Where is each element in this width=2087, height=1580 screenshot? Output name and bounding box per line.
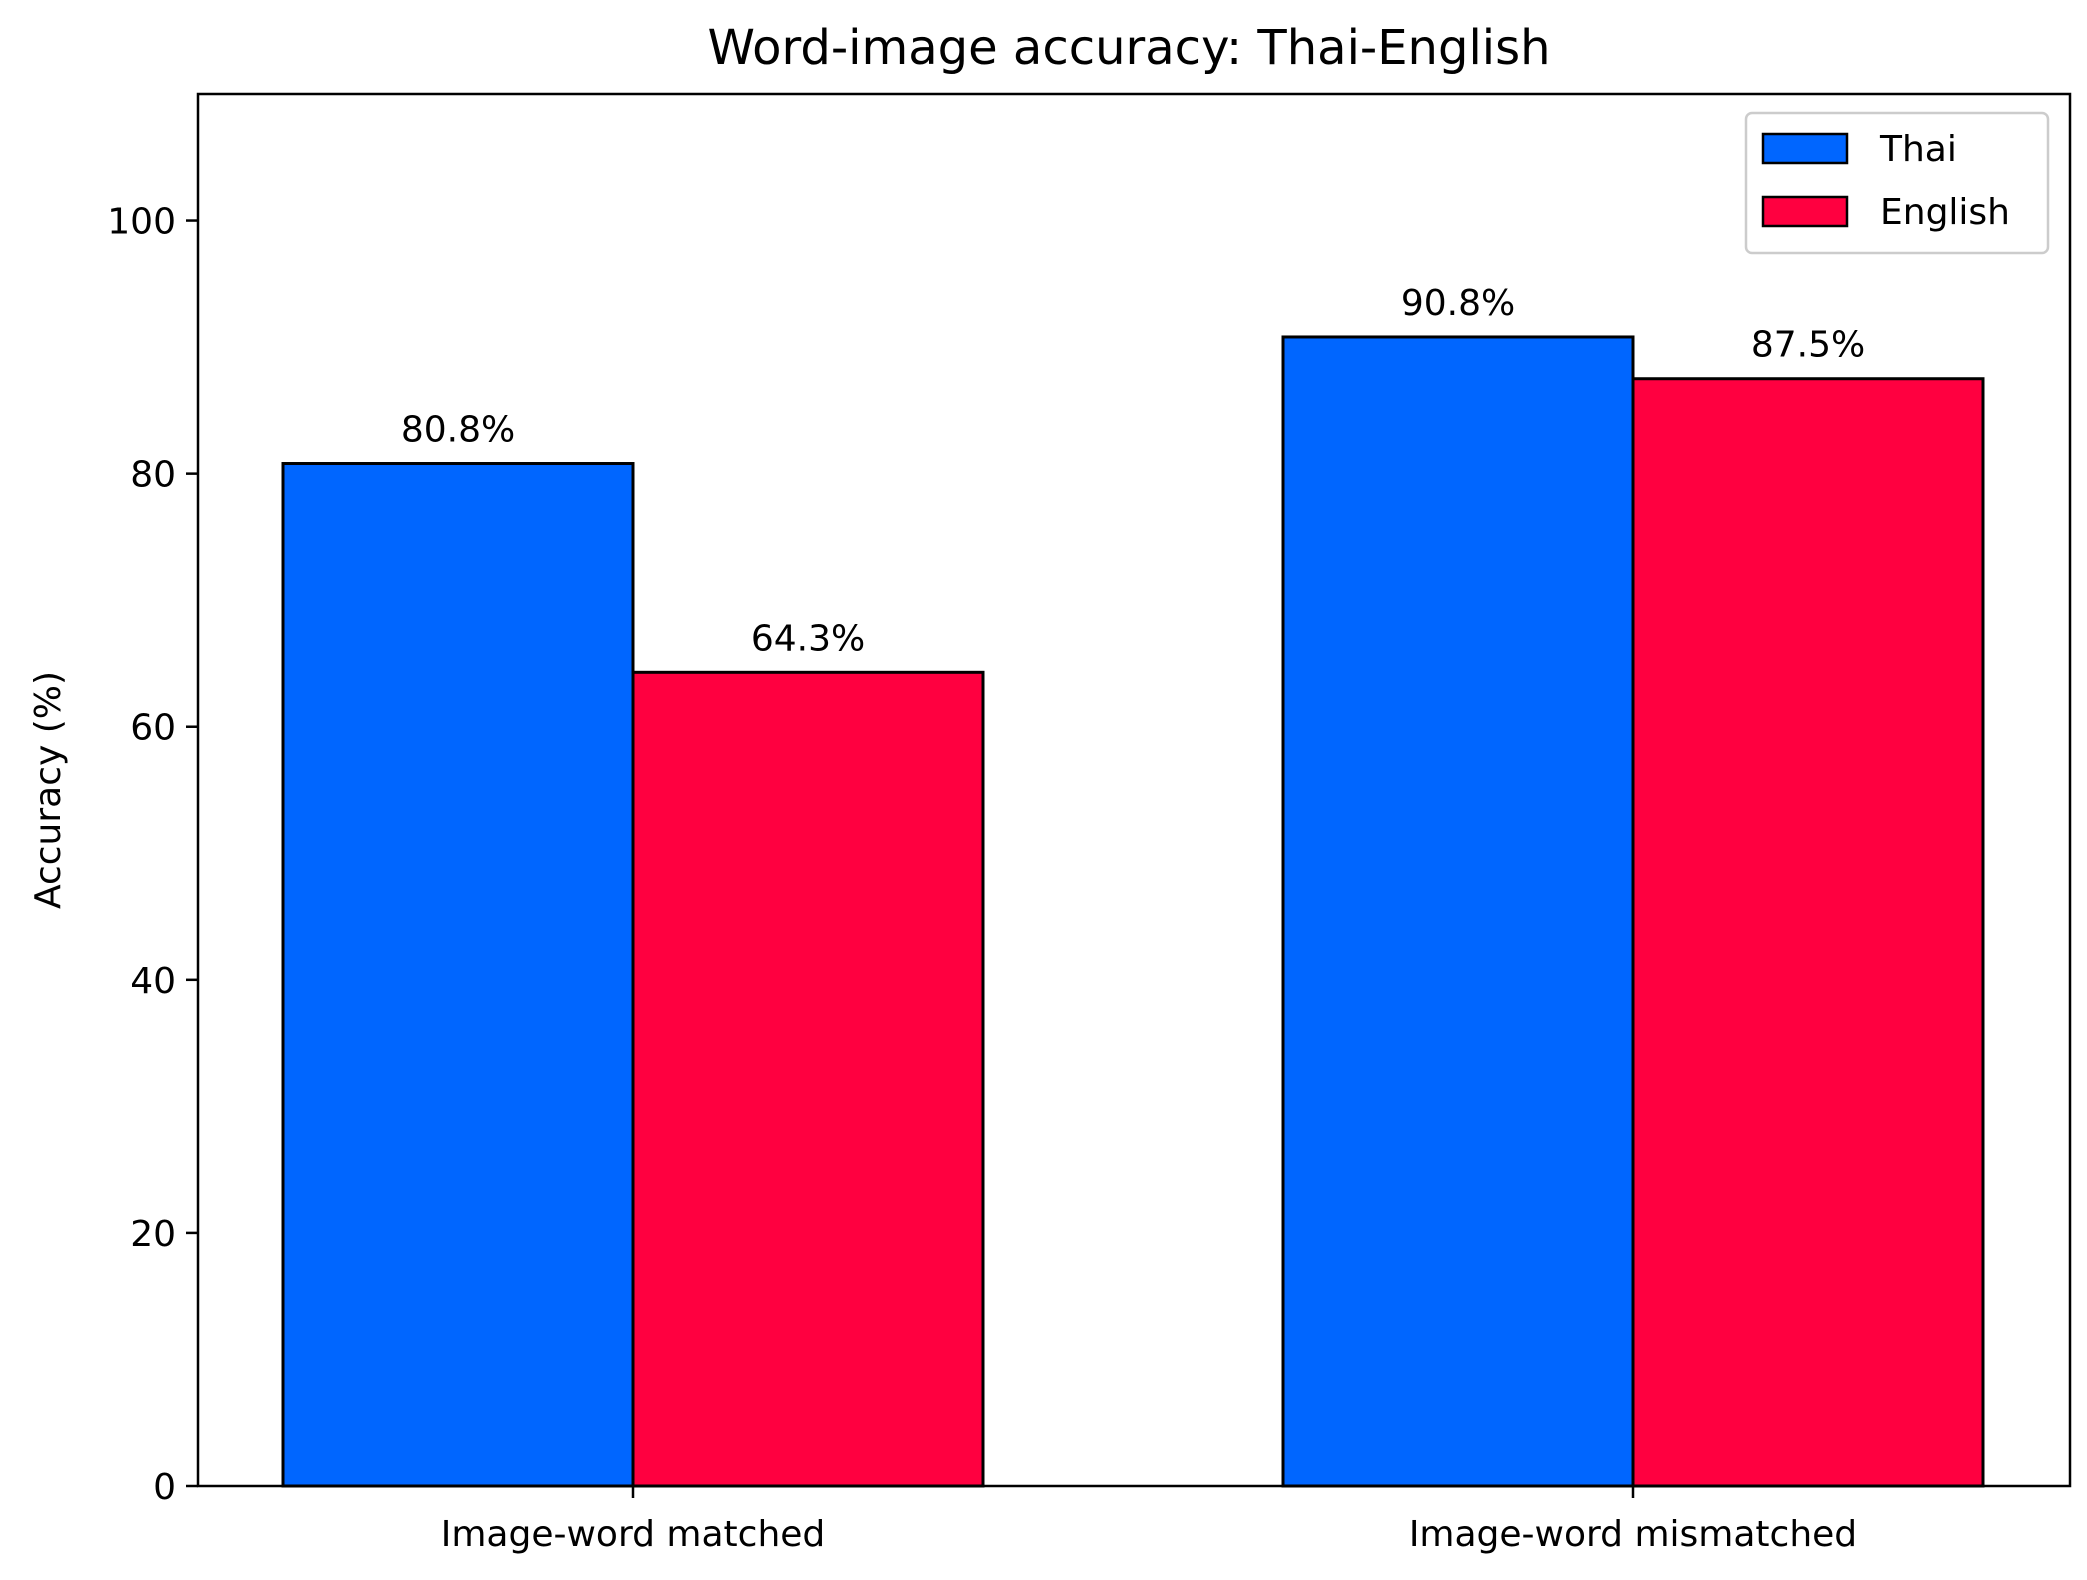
bar-value-label: 90.8% bbox=[1401, 283, 1515, 324]
bar-english-2 bbox=[1631, 377, 1985, 1488]
bar-value-label: 64.3% bbox=[751, 618, 865, 659]
x-tick-label: Image-word matched bbox=[441, 1514, 826, 1555]
legend-label-thai: Thai bbox=[1879, 129, 1957, 170]
bars-group bbox=[281, 335, 1985, 1488]
x-tick-label: Image-word mismatched bbox=[1409, 1514, 1857, 1555]
legend: Thai English bbox=[1744, 111, 2050, 255]
bar-english-1 bbox=[631, 670, 985, 1488]
bar-thai-2 bbox=[1281, 335, 1635, 1488]
y-tick-label: 20 bbox=[130, 1214, 176, 1255]
chart-title: Word-image accuracy: Thai-English bbox=[707, 20, 1550, 76]
x-axis-ticks: Image-word matched Image-word mismatched bbox=[441, 1486, 1857, 1555]
y-axis-label: Accuracy (%) bbox=[28, 671, 69, 909]
legend-swatch-thai bbox=[1761, 132, 1849, 165]
y-tick-label: 0 bbox=[153, 1467, 176, 1508]
legend-label-english: English bbox=[1880, 192, 2010, 233]
y-tick-label: 80 bbox=[130, 455, 176, 496]
y-axis-ticks: 0 20 40 60 80 100 bbox=[107, 202, 198, 1508]
plot-frame bbox=[196, 92, 2072, 1488]
y-tick-label: 60 bbox=[130, 708, 176, 749]
bar-thai-1 bbox=[281, 462, 635, 1488]
bar-value-label: 87.5% bbox=[1751, 325, 1865, 366]
y-tick-label: 100 bbox=[107, 202, 176, 243]
y-tick-label: 40 bbox=[130, 961, 176, 1002]
bar-value-label: 80.8% bbox=[401, 410, 515, 451]
legend-swatch-english bbox=[1761, 195, 1849, 228]
bar-labels-group: 80.8% 64.3% 90.8% 87.5% bbox=[401, 283, 1865, 659]
